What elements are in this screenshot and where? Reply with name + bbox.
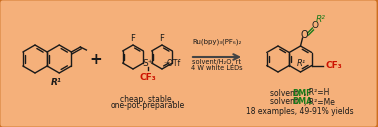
Text: +: + (90, 52, 102, 67)
Text: F: F (160, 34, 164, 43)
Text: solvent/H₂O, rt: solvent/H₂O, rt (192, 59, 242, 65)
Text: solvent:: solvent: (270, 98, 303, 107)
Text: 18 examples, 49-91% yields: 18 examples, 49-91% yields (246, 107, 354, 115)
Text: solvent:: solvent: (270, 89, 303, 98)
Text: CF₃: CF₃ (326, 61, 342, 70)
Text: R¹: R¹ (51, 78, 62, 87)
Text: CF₃: CF₃ (139, 73, 156, 82)
Text: ⁻OTf: ⁻OTf (164, 59, 181, 68)
Text: O: O (311, 21, 318, 30)
Text: R¹: R¹ (297, 59, 306, 67)
Text: , R²=H: , R²=H (304, 89, 329, 98)
Text: DMF: DMF (292, 89, 311, 98)
Text: S⁺: S⁺ (142, 59, 153, 68)
Text: O: O (301, 30, 308, 40)
Text: one-pot-preparable: one-pot-preparable (110, 101, 184, 110)
Text: R²: R² (316, 14, 325, 23)
Text: 4 W white LEDs: 4 W white LEDs (191, 65, 243, 71)
Text: cheap, stable,: cheap, stable, (121, 94, 175, 104)
Text: Ru(bpy)₃(PF₆)₂: Ru(bpy)₃(PF₆)₂ (192, 38, 242, 45)
Text: F: F (130, 34, 135, 43)
Text: DMA: DMA (292, 98, 312, 107)
Text: , R²=Me: , R²=Me (304, 98, 335, 107)
